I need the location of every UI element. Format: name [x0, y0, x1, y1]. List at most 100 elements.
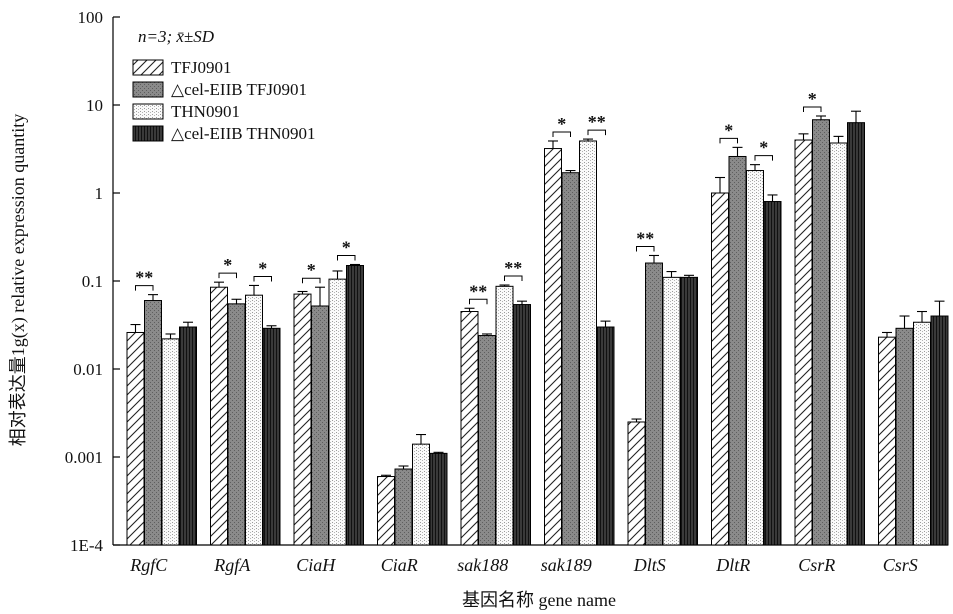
significance-bracket [218, 272, 237, 279]
significance-bracket [504, 275, 523, 282]
bar [794, 139, 813, 546]
bar [245, 294, 263, 546]
significance-label: * [557, 114, 566, 134]
x-tick-label: CiaH [296, 555, 336, 575]
bar [847, 122, 865, 546]
bar [478, 335, 496, 546]
x-tick-label: sak188 [457, 555, 508, 575]
bars [126, 119, 949, 546]
y-tick-label: 0.01 [73, 360, 103, 379]
legend: TFJ0901 △cel-EIIB TFJ0901 THN0901 △cel-EIIB… [132, 58, 315, 143]
bar [728, 155, 747, 546]
bar [561, 172, 580, 546]
legend-swatch [132, 81, 164, 98]
bar [377, 476, 395, 546]
bar [210, 286, 228, 546]
legend-swatch [132, 59, 164, 76]
significance-bracket [337, 254, 356, 261]
bar [645, 262, 663, 546]
bar [161, 338, 180, 546]
bar [627, 421, 646, 546]
legend-label: △cel-EIIB TFJ0901 [171, 80, 307, 99]
bar [346, 265, 364, 546]
significance-label: ** [588, 112, 606, 132]
bar [227, 303, 246, 546]
bar [460, 311, 479, 546]
significance-label: ** [504, 258, 522, 278]
legend-label: TFJ0901 [171, 58, 231, 77]
bar [812, 119, 830, 546]
bar [328, 278, 347, 546]
x-tick-label: CiaR [381, 555, 418, 575]
x-tick-label: CsrS [883, 555, 918, 575]
significance-bracket [253, 275, 272, 282]
axes: 1E-4 0.001 0.01 0.1 1 10 100 RgfC RgfA CiaH CiaR sa… [65, 8, 949, 575]
bar [711, 192, 729, 546]
bar [662, 276, 681, 546]
significance-label: * [724, 120, 733, 140]
significance-label: * [808, 89, 817, 109]
significance-label: * [223, 255, 232, 275]
significance-bracket [636, 245, 655, 252]
bar [262, 327, 281, 546]
bar [829, 142, 848, 546]
significance-bracket [587, 129, 606, 136]
bar [126, 331, 145, 546]
bar [680, 276, 698, 546]
legend-label: △cel-EIIB THN0901 [171, 124, 315, 143]
bar [412, 443, 430, 546]
bar [596, 326, 615, 546]
bar [311, 305, 329, 546]
y-tick-label: 0.1 [82, 272, 103, 291]
significance-bracket [803, 106, 822, 112]
bar [513, 304, 531, 546]
significance-label: * [258, 258, 267, 278]
legend-label: THN0901 [171, 102, 240, 121]
bar [144, 300, 162, 546]
significance-bracket [469, 298, 488, 305]
y-tick-label: 0.001 [65, 448, 103, 467]
significance-bracket [135, 285, 154, 291]
significance-label: * [759, 138, 768, 158]
bar [895, 327, 914, 546]
bar [495, 285, 514, 546]
bar [913, 321, 931, 546]
significance-bracket [302, 277, 321, 284]
significance-label: * [342, 237, 351, 257]
significance-label: ** [469, 281, 487, 301]
significance-label: * [307, 260, 316, 280]
significance-bracket [719, 137, 738, 144]
bar [429, 452, 448, 546]
annotation: n=3; x̄±SD [138, 27, 215, 46]
x-tick-label: DltS [633, 555, 666, 575]
significance-marks: *** * ******* ******* [135, 89, 822, 305]
y-tick-label: 10 [86, 96, 103, 115]
bar [394, 468, 413, 546]
bar [746, 170, 764, 546]
x-tick-label: RgfC [129, 555, 168, 575]
bar [579, 140, 597, 546]
error-bars [130, 110, 945, 477]
x-tick-label: DltR [715, 555, 750, 575]
legend-swatch [132, 103, 164, 120]
x-tick-label: CsrR [798, 555, 835, 575]
y-tick-label: 1 [95, 184, 104, 203]
significance-label: ** [135, 268, 153, 288]
x-tick-label: sak189 [541, 555, 592, 575]
bar [293, 293, 312, 546]
x-axis-title: 基因名称 gene name [462, 590, 616, 610]
significance-bracket [552, 131, 571, 137]
legend-swatch [132, 125, 164, 142]
bar [763, 201, 782, 546]
y-tick-label: 1E-4 [70, 536, 104, 555]
significance-label: ** [636, 228, 654, 248]
bar [179, 326, 197, 546]
bar [878, 336, 896, 546]
bar [930, 315, 949, 546]
y-tick-label: 100 [78, 8, 104, 27]
significance-bracket [754, 155, 773, 161]
bar [544, 148, 562, 546]
x-tick-label: RgfA [213, 555, 251, 575]
